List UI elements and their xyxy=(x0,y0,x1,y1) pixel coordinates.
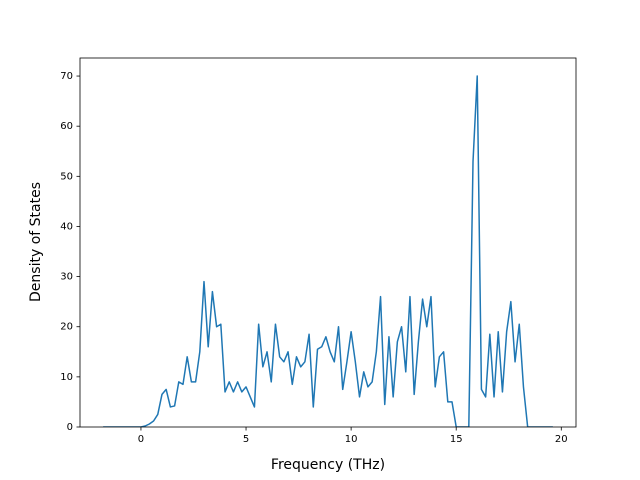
x-tick-label: 10 xyxy=(345,434,358,445)
x-tick-label: 20 xyxy=(555,434,568,445)
y-tick-label: 60 xyxy=(60,121,73,132)
x-tick-label: 0 xyxy=(138,434,144,445)
x-axis-label: Frequency (THz) xyxy=(271,457,385,473)
plot-frame xyxy=(79,57,577,428)
y-tick-label: 70 xyxy=(60,71,73,82)
x-tick-label: 5 xyxy=(243,434,249,445)
y-tick-label: 50 xyxy=(60,171,73,182)
y-axis-label: Density of States xyxy=(28,182,44,302)
y-tick-label: 20 xyxy=(60,322,73,333)
data-line xyxy=(103,75,553,427)
y-tick-label: 40 xyxy=(60,221,73,232)
y-tick-label: 0 xyxy=(67,422,73,433)
y-tick-label: 10 xyxy=(60,372,73,383)
x-tick-label: 15 xyxy=(450,434,463,445)
y-tick-label: 30 xyxy=(60,272,73,283)
